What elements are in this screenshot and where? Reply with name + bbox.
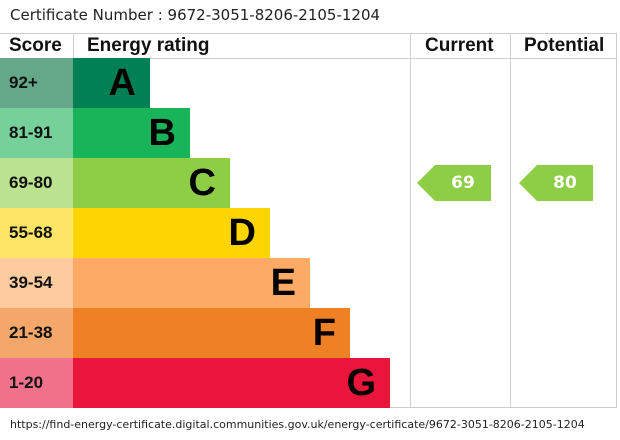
certificate-number: Certificate Number : 9672-3051-8206-2105… bbox=[10, 6, 381, 24]
potential-header: Potential bbox=[524, 35, 605, 56]
rating-letter: B bbox=[148, 112, 176, 154]
rating-letter: A bbox=[108, 62, 136, 104]
score-band-D: 55-68 bbox=[0, 208, 73, 258]
rating-bar-F: F bbox=[73, 308, 350, 358]
rating-letter: E bbox=[270, 262, 296, 304]
score-header: Score bbox=[9, 35, 62, 56]
potential-rating-value: 80 bbox=[553, 173, 577, 193]
score-band-C: 69-80 bbox=[0, 158, 73, 208]
column-divider bbox=[510, 33, 511, 408]
rating-bar-D: D bbox=[73, 208, 270, 258]
rating-bar-A: A bbox=[73, 58, 150, 108]
score-band-F: 21-38 bbox=[0, 308, 73, 358]
current-rating-value: 69 bbox=[451, 173, 475, 193]
rating-bar-G: G bbox=[73, 358, 390, 408]
current-header: Current bbox=[425, 35, 494, 56]
certificate-url: https://find-energy-certificate.digital.… bbox=[10, 418, 585, 431]
header-divider bbox=[0, 58, 617, 59]
current-rating-arrow: 69 bbox=[417, 165, 491, 201]
rating-bar-B: B bbox=[73, 108, 190, 158]
rating-letter: C bbox=[188, 162, 216, 204]
potential-rating-arrow: 80 bbox=[519, 165, 593, 201]
column-divider bbox=[410, 33, 411, 408]
score-band-E: 39-54 bbox=[0, 258, 73, 308]
rating-bar-C: C bbox=[73, 158, 230, 208]
energy-rating-header: Energy rating bbox=[87, 35, 210, 56]
score-band-A: 92+ bbox=[0, 58, 73, 108]
rating-letter: D bbox=[228, 212, 256, 254]
rating-letter: F bbox=[312, 312, 336, 354]
score-band-G: 1-20 bbox=[0, 358, 73, 408]
rating-letter: G bbox=[346, 362, 376, 404]
score-band-B: 81-91 bbox=[0, 108, 73, 158]
rating-bar-E: E bbox=[73, 258, 310, 308]
